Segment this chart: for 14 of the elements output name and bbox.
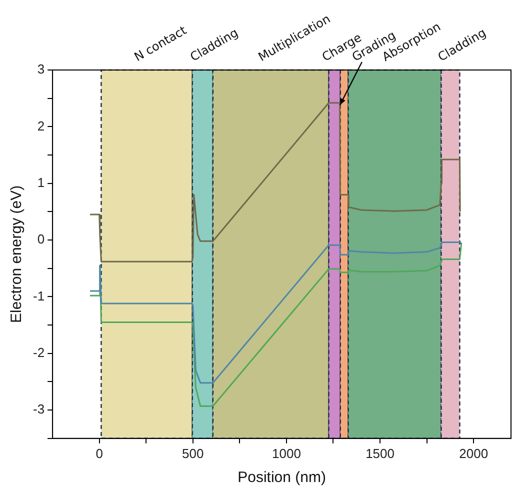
y-tick-label: 2 <box>37 118 45 134</box>
y-axis-title: Electron energy (eV) <box>8 185 26 323</box>
y-tick-label: -2 <box>32 344 45 360</box>
y-tick-label: -1 <box>32 288 45 304</box>
y-tick-label: 0 <box>37 232 45 247</box>
x-tick-label: 2000 <box>459 446 488 461</box>
x-axis-title: Position (nm) <box>238 469 326 486</box>
x-tick-label: 1000 <box>272 446 301 461</box>
x-tick-label: 500 <box>182 446 204 461</box>
y-tick-label: 1 <box>37 174 45 190</box>
x-tick-label: 1500 <box>366 446 394 461</box>
x-tick-label: 0 <box>96 446 103 461</box>
y-tick-label: 3 <box>37 62 45 77</box>
y-tick-label: -3 <box>32 402 45 417</box>
